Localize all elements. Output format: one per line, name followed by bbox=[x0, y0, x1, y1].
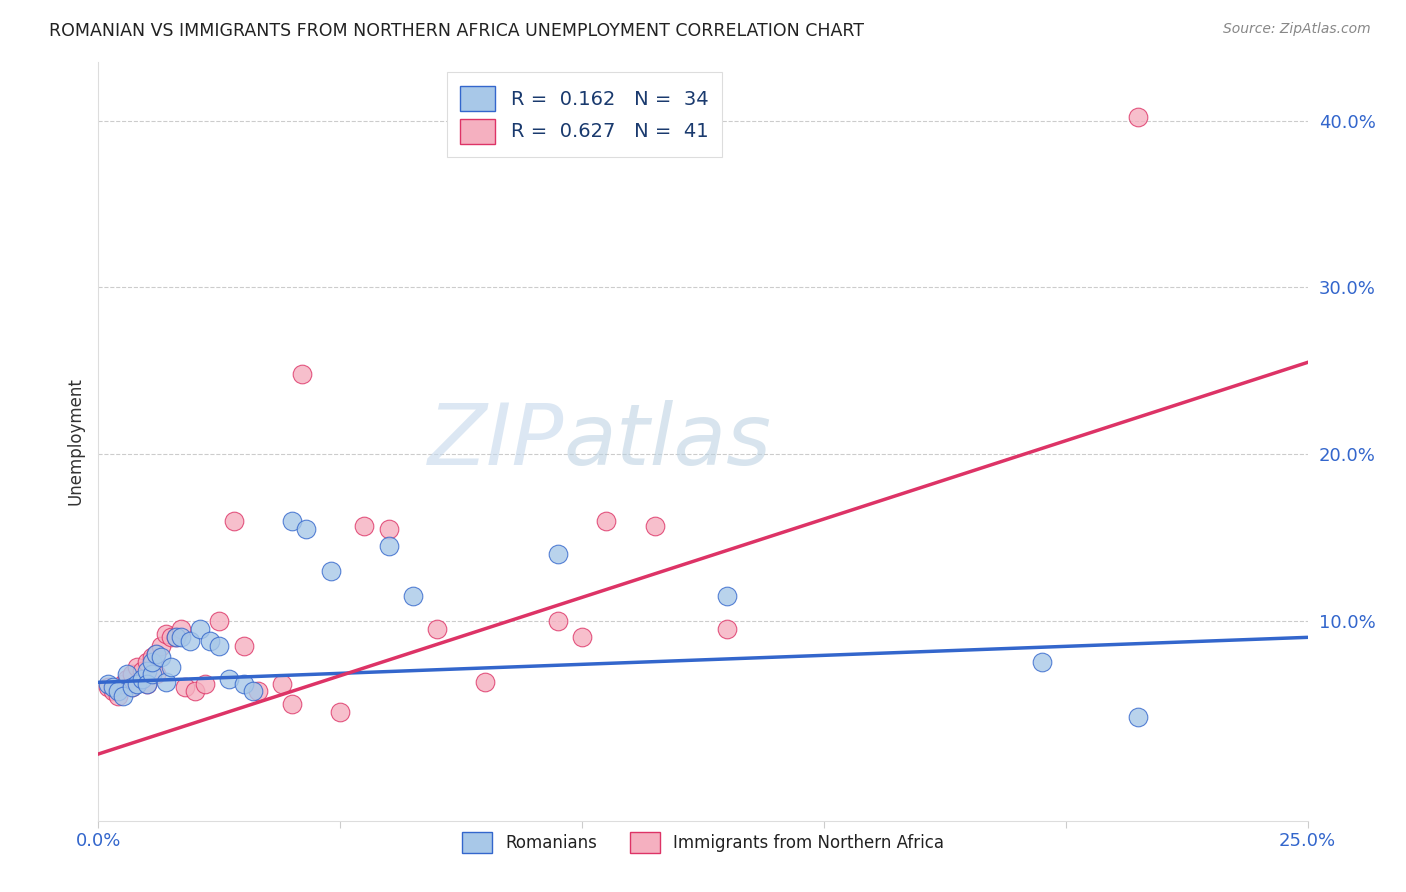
Point bbox=[169, 631, 191, 645]
Point bbox=[329, 706, 352, 720]
Point bbox=[716, 589, 738, 603]
Point bbox=[107, 689, 129, 703]
Point bbox=[402, 589, 425, 603]
Legend: Romanians, Immigrants from Northern Africa: Romanians, Immigrants from Northern Afri… bbox=[453, 823, 953, 862]
Point bbox=[135, 677, 157, 691]
Point bbox=[165, 631, 187, 645]
Point bbox=[155, 627, 177, 641]
Point bbox=[716, 622, 738, 636]
Point bbox=[281, 697, 304, 711]
Point bbox=[290, 367, 312, 381]
Point bbox=[1128, 111, 1150, 125]
Point bbox=[208, 614, 231, 628]
Point bbox=[218, 672, 240, 686]
Point bbox=[101, 683, 124, 698]
Point bbox=[135, 677, 157, 691]
Point bbox=[131, 672, 153, 686]
Point bbox=[141, 667, 163, 681]
Point bbox=[179, 633, 201, 648]
Point bbox=[150, 639, 173, 653]
Point bbox=[377, 539, 399, 553]
Point bbox=[644, 518, 666, 533]
Point bbox=[377, 522, 399, 536]
Point bbox=[127, 677, 149, 691]
Point bbox=[232, 639, 254, 653]
Point bbox=[160, 660, 183, 674]
Point bbox=[547, 547, 569, 561]
Point bbox=[117, 667, 139, 681]
Point bbox=[111, 677, 134, 691]
Point bbox=[97, 677, 120, 691]
Point bbox=[281, 514, 304, 528]
Text: ZIP: ZIP bbox=[427, 400, 564, 483]
Point bbox=[111, 689, 134, 703]
Point bbox=[121, 681, 143, 695]
Point bbox=[141, 650, 163, 665]
Point bbox=[208, 639, 231, 653]
Point bbox=[131, 664, 153, 678]
Point bbox=[1128, 710, 1150, 724]
Point bbox=[155, 675, 177, 690]
Point bbox=[131, 672, 153, 686]
Point bbox=[426, 622, 449, 636]
Point bbox=[117, 672, 139, 686]
Point bbox=[160, 631, 183, 645]
Point bbox=[101, 681, 124, 695]
Point bbox=[145, 647, 167, 661]
Point bbox=[97, 681, 120, 695]
Point bbox=[135, 656, 157, 670]
Point bbox=[107, 683, 129, 698]
Point bbox=[1031, 656, 1053, 670]
Point bbox=[135, 664, 157, 678]
Point bbox=[353, 518, 375, 533]
Point bbox=[547, 614, 569, 628]
Point bbox=[295, 522, 318, 536]
Point bbox=[184, 683, 207, 698]
Point bbox=[571, 631, 593, 645]
Point bbox=[271, 677, 294, 691]
Point bbox=[127, 660, 149, 674]
Text: atlas: atlas bbox=[564, 400, 772, 483]
Text: ROMANIAN VS IMMIGRANTS FROM NORTHERN AFRICA UNEMPLOYMENT CORRELATION CHART: ROMANIAN VS IMMIGRANTS FROM NORTHERN AFR… bbox=[49, 22, 865, 40]
Point bbox=[169, 622, 191, 636]
Point bbox=[165, 631, 187, 645]
Point bbox=[145, 647, 167, 661]
Point bbox=[595, 514, 617, 528]
Point bbox=[222, 514, 245, 528]
Point bbox=[141, 656, 163, 670]
Point bbox=[232, 677, 254, 691]
Point bbox=[145, 667, 167, 681]
Point bbox=[174, 681, 197, 695]
Point bbox=[194, 677, 217, 691]
Point bbox=[188, 622, 211, 636]
Point bbox=[121, 667, 143, 681]
Point bbox=[198, 633, 221, 648]
Point bbox=[150, 650, 173, 665]
Point bbox=[247, 683, 270, 698]
Text: Source: ZipAtlas.com: Source: ZipAtlas.com bbox=[1223, 22, 1371, 37]
Y-axis label: Unemployment: Unemployment bbox=[66, 377, 84, 506]
Point bbox=[121, 681, 143, 695]
Point bbox=[319, 564, 342, 578]
Point bbox=[474, 675, 496, 690]
Point bbox=[242, 683, 264, 698]
